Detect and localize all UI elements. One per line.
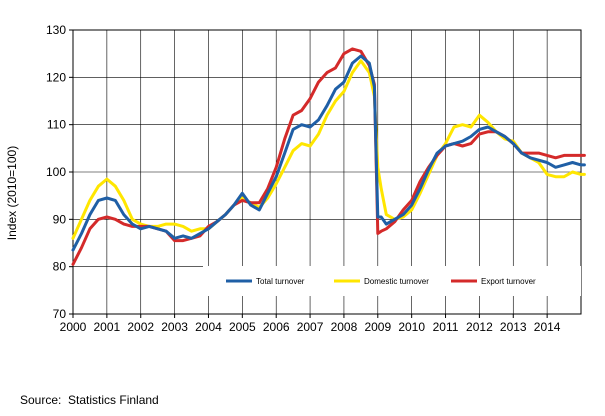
x-tick-label: 2001 (94, 320, 121, 334)
x-axis-ticks: 2000 2001 2002 2003 2004 2005 2006 2007 2008 2009… (60, 314, 561, 334)
legend-box (203, 266, 581, 296)
y-tick-label: 80 (53, 260, 67, 274)
x-tick-label: 2003 (161, 320, 188, 334)
source-label: Source: (20, 393, 62, 407)
y-tick-label: 90 (53, 212, 67, 226)
x-tick-label: 2007 (297, 320, 324, 334)
y-tick-label: 130 (46, 23, 66, 37)
x-tick-label: 2010 (398, 320, 425, 334)
source-note: Source: Statistics Finland (20, 393, 159, 407)
y-tick-label: 100 (46, 165, 66, 179)
y-tick-label: 110 (47, 118, 66, 132)
x-tick-label: 2014 (534, 320, 561, 334)
x-tick-label: 2004 (195, 320, 222, 334)
x-tick-label: 2008 (331, 320, 358, 334)
legend-label-total-turnover: Total turnover (256, 277, 305, 286)
legend: Total turnover Domestic turnover Export tu… (203, 266, 581, 296)
x-tick-label: 2009 (364, 320, 391, 334)
source-text: Statistics Finland (68, 393, 159, 407)
x-tick-label: 2012 (466, 320, 493, 334)
x-tick-label: 2000 (60, 320, 87, 334)
y-tick-label: 120 (46, 70, 66, 84)
y-axis-ticks: 70 80 90 100 110 120 130 (46, 23, 73, 321)
x-tick-label: 2013 (500, 320, 527, 334)
legend-label-export-turnover: Export turnover (481, 277, 536, 286)
series-line-total-turnover (71, 54, 586, 252)
x-tick-label: 2005 (229, 320, 256, 334)
x-tick-label: 2002 (127, 320, 154, 334)
y-tick-label: 70 (53, 307, 67, 321)
series-lines (71, 47, 586, 266)
x-tick-label: 2006 (263, 320, 290, 334)
x-tick-label: 2011 (433, 320, 459, 334)
series-line-export-turnover (71, 47, 586, 266)
legend-label-domestic-turnover: Domestic turnover (364, 277, 429, 286)
y-axis-label: Index (2010=100) (5, 146, 19, 240)
series-line-domestic-turnover (71, 59, 586, 240)
